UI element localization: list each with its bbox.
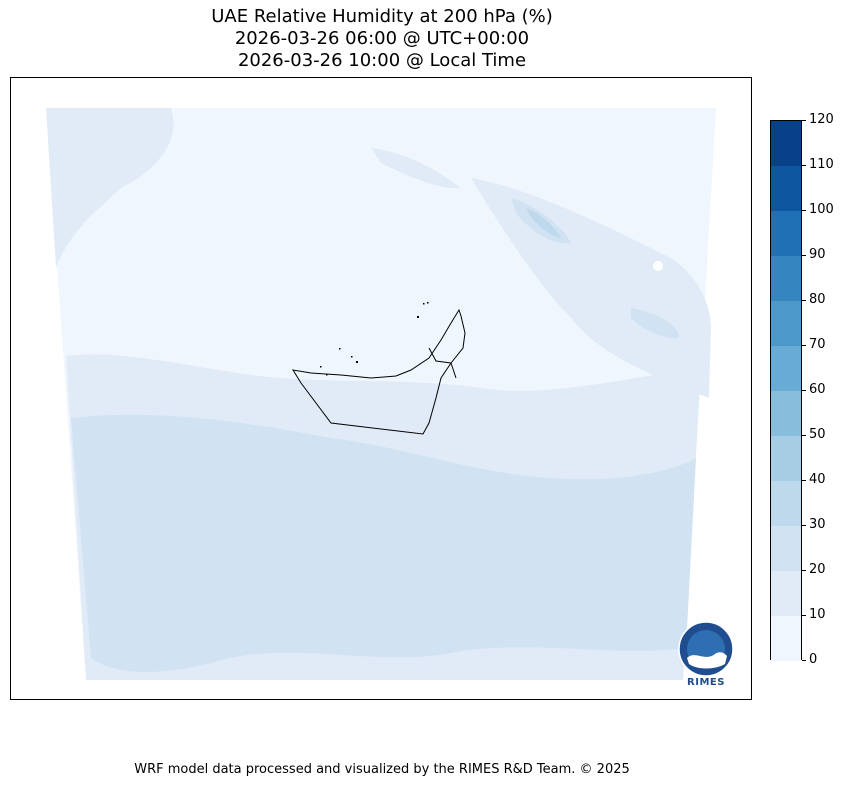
colorbar-tick-label: 60 [809,382,826,397]
colorbar-segment [771,121,801,166]
map-panel[interactable]: RIMES [10,77,752,700]
colorbar-tick-label: 120 [809,112,834,127]
gap-patch [653,261,663,271]
colorbar-segment [771,616,801,661]
title-line-local-time: 2026-03-26 10:00 @ Local Time [237,50,527,71]
oman-border-line [428,347,457,379]
colorbar-tick [802,390,806,391]
colorbar-tick [802,300,806,301]
rimes-logo: RIMES [675,620,737,690]
title-line-variable: UAE Relative Humidity at 200 hPa (%) [211,6,553,27]
title-line-utc-time: 2026-03-26 06:00 @ UTC+00:00 [234,28,530,49]
colorbar-segment [771,391,801,436]
colorbar-tick-label: 70 [809,337,826,352]
logo-text: RIMES [687,677,725,688]
humidity-map [46,108,716,680]
colorbar-segment [771,166,801,211]
colorbar [770,120,802,661]
colorbar-tick [802,435,806,436]
colorbar-tick-label: 100 [809,202,834,217]
colorbar-tick-label: 40 [809,472,826,487]
colorbar-tick-label: 0 [809,652,818,667]
colorbar-tick-label: 20 [809,562,826,577]
colorbar-tick [802,660,806,661]
colorbar-tick-label: 90 [809,247,826,262]
colorbar-tick [802,345,806,346]
colorbar-tick [802,210,806,211]
humidity-band-10-20-streak [371,148,461,189]
colorbar-segment [771,211,801,256]
colorbar-tick [802,480,806,481]
coastal-islands [320,302,429,376]
colorbar-tick-label: 50 [809,427,826,442]
colorbar-tick [802,525,806,526]
colorbar-tick [802,570,806,571]
colorbar-tick-label: 110 [809,157,834,172]
colorbar-segment [771,436,801,481]
humidity-band-10-20-north [46,108,174,268]
colorbar-segment [771,526,801,571]
humidity-band-30-40-patch [526,208,561,238]
colorbar-tick-label: 10 [809,607,826,622]
colorbar-tick-label: 80 [809,292,826,307]
colorbar-segment [771,346,801,391]
footer-credit: WRF model data processed and visualized … [134,762,630,777]
colorbar-segment [771,571,801,616]
colorbar-tick [802,255,806,256]
humidity-band-20-30-south [71,414,696,673]
humidity-band-10-20-northeast [471,178,711,398]
map-title: UAE Relative Humidity at 200 hPa (%) 202… [0,6,764,72]
uae-boundary [291,308,466,435]
rimes-seal-icon [678,621,734,677]
colorbar-tick-label: 30 [809,517,826,532]
colorbar-segment [771,256,801,301]
colorbar-tick [802,120,806,121]
colorbar-segment [771,301,801,346]
colorbar-segment [771,481,801,526]
colorbar-tick [802,165,806,166]
humidity-band-20-30-patch-east [631,308,680,339]
colorbar-tick [802,615,806,616]
